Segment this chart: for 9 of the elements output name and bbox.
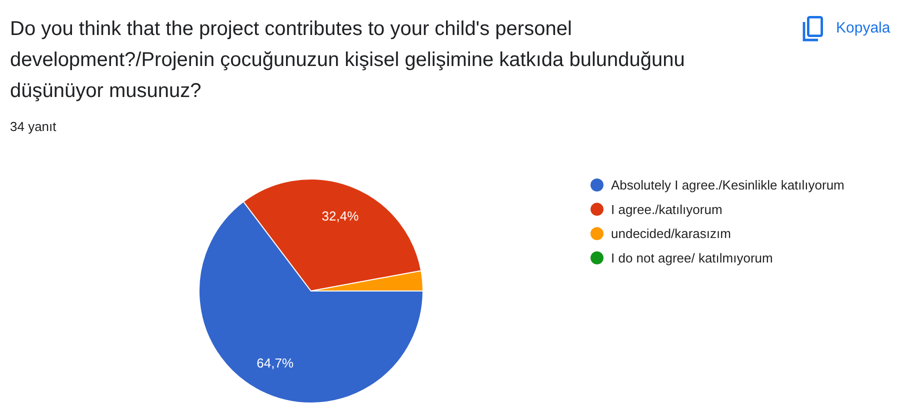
legend-label: Absolutely I agree./Kesinlikle katılıyorum [611, 178, 844, 192]
legend-label: undecided/karasızım [611, 226, 731, 242]
data-label: 64,7% [256, 356, 294, 371]
legend-label: I do not agree/ katılmıyorum [611, 250, 773, 266]
chart-title: Do you think that the project contributes to your child's personel development?/Projenin çocuğunuzun kişisel gelişimine katkıda bulunduğunu düşünüyor musunuz? [10, 17, 686, 104]
text: Kopyala [836, 20, 891, 36]
legend-label: I agree./katılıyorum [611, 202, 722, 217]
data-label: 32,4% [322, 208, 360, 224]
text: 34 yanıt [10, 118, 56, 136]
